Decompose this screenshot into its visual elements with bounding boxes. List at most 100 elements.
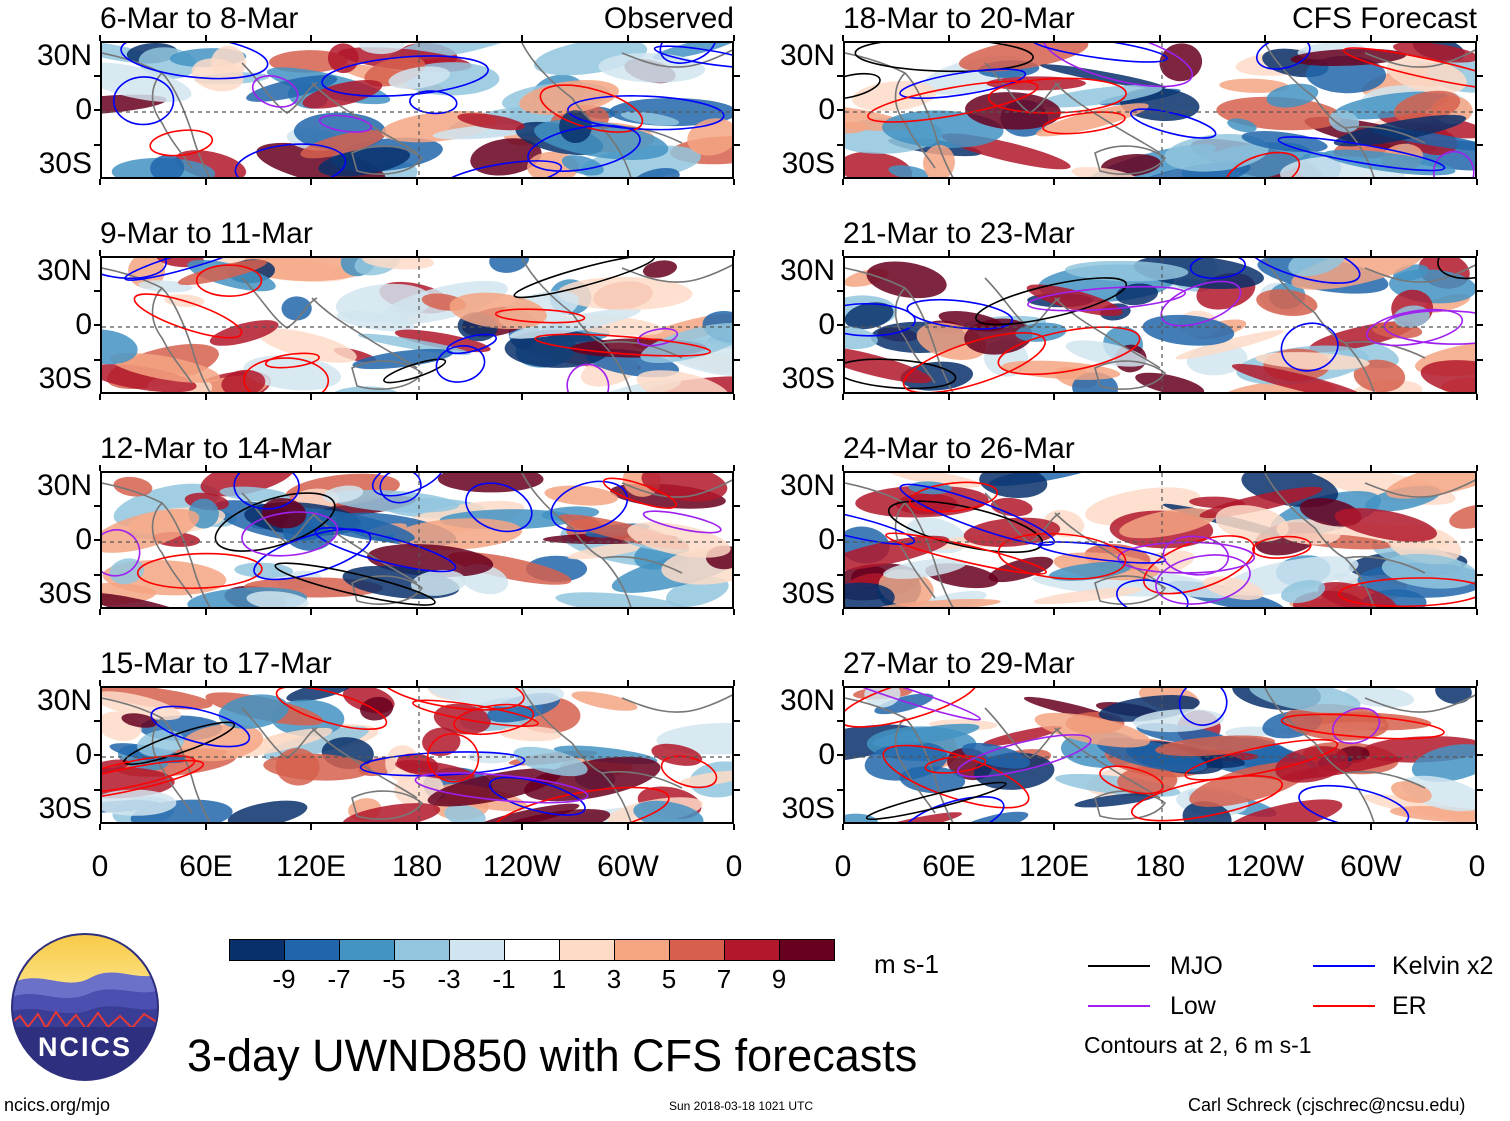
lon-tick xyxy=(1370,179,1372,185)
lat-tick xyxy=(837,504,843,507)
map-svg xyxy=(845,258,1475,392)
lon-label: 0 xyxy=(725,850,743,883)
colorbar-label: 7 xyxy=(716,964,732,994)
lat-tick xyxy=(94,539,100,541)
lat-label: 0 xyxy=(75,738,92,771)
lon-tick xyxy=(521,35,523,41)
lon-tick xyxy=(416,680,418,686)
url-label[interactable]: ncics.org/mjo xyxy=(4,1095,111,1115)
logo-text: NCICS xyxy=(37,1032,132,1062)
lon-tick xyxy=(627,179,629,185)
lon-tick xyxy=(948,465,950,471)
lat-tick xyxy=(734,74,740,77)
lon-tick xyxy=(1053,250,1055,256)
map-panel xyxy=(843,471,1477,609)
lat-tick xyxy=(837,324,843,326)
colorbar-swatch xyxy=(504,939,560,961)
map-svg xyxy=(102,258,732,392)
lon-tick xyxy=(310,35,312,41)
lat-tick xyxy=(734,754,740,756)
lon-tick xyxy=(1159,250,1161,256)
lon-tick xyxy=(521,609,523,615)
legend-label-er: ER xyxy=(1392,992,1427,1020)
lon-tick xyxy=(1370,465,1372,471)
lat-tick xyxy=(837,74,843,77)
lat-tick xyxy=(1477,74,1483,77)
lon-label: 60E xyxy=(179,850,233,883)
lon-tick xyxy=(627,680,629,686)
lon-label: 0 xyxy=(1468,850,1486,883)
colorbar-swatch xyxy=(559,939,615,961)
lat-tick xyxy=(1477,539,1483,541)
map-panel xyxy=(100,471,734,609)
lon-tick xyxy=(99,394,101,400)
lat-label: 30N xyxy=(36,254,92,287)
lon-tick xyxy=(521,824,523,830)
lat-label: 0 xyxy=(818,738,835,771)
lon-tick xyxy=(1264,179,1266,185)
lon-tick xyxy=(521,394,523,400)
lon-tick xyxy=(521,465,523,471)
lon-tick xyxy=(948,250,950,256)
lat-tick xyxy=(837,143,843,146)
colorbar-swatch xyxy=(779,939,835,961)
lon-tick xyxy=(1264,250,1266,256)
lat-label: 30N xyxy=(779,684,835,717)
lat-tick xyxy=(1477,719,1483,722)
lon-tick xyxy=(842,35,844,41)
lat-tick xyxy=(94,74,100,77)
lat-tick xyxy=(734,539,740,541)
lon-label: 120W xyxy=(482,850,562,883)
lon-tick xyxy=(1476,824,1478,830)
lon-tick xyxy=(1370,250,1372,256)
lon-tick xyxy=(1370,394,1372,400)
lat-label: 0 xyxy=(818,523,835,556)
lon-tick xyxy=(1053,394,1055,400)
ncics-logo: NCICS xyxy=(10,932,160,1082)
lat-label: 0 xyxy=(75,523,92,556)
lon-tick xyxy=(205,394,207,400)
panel-source-tag: Observed xyxy=(603,2,734,35)
lon-tick xyxy=(733,680,735,686)
lon-tick xyxy=(416,465,418,471)
lon-tick xyxy=(627,250,629,256)
lon-tick xyxy=(733,179,735,185)
lon-tick xyxy=(1264,609,1266,615)
lon-tick xyxy=(733,394,735,400)
colorbar-label: 5 xyxy=(661,964,677,994)
lon-label: 120E xyxy=(275,850,347,883)
lon-label: 0 xyxy=(91,850,109,883)
lon-tick xyxy=(1476,250,1478,256)
lon-tick xyxy=(1159,394,1161,400)
lon-tick xyxy=(521,250,523,256)
lon-tick xyxy=(1264,680,1266,686)
lon-tick xyxy=(627,465,629,471)
panel-period: 27-Mar to 29-Mar xyxy=(843,647,1075,680)
panel-period: 24-Mar to 26-Mar xyxy=(843,432,1075,465)
lat-label: 30S xyxy=(781,577,835,610)
lon-tick xyxy=(733,609,735,615)
lon-tick xyxy=(1370,680,1372,686)
colorbar-swatch xyxy=(449,939,505,961)
lat-label: 30S xyxy=(781,147,835,180)
lat-tick xyxy=(1477,358,1483,361)
lon-tick xyxy=(205,680,207,686)
lon-tick xyxy=(627,394,629,400)
lat-label: 30S xyxy=(38,792,92,825)
lat-tick xyxy=(837,754,843,756)
lon-tick xyxy=(99,609,101,615)
lon-tick xyxy=(733,465,735,471)
lon-tick xyxy=(310,465,312,471)
lat-tick xyxy=(94,719,100,722)
lon-tick xyxy=(1053,824,1055,830)
map-panel xyxy=(100,256,734,394)
lon-label: 60W xyxy=(1340,850,1402,883)
lon-tick xyxy=(521,680,523,686)
lon-tick xyxy=(842,250,844,256)
lon-tick xyxy=(1159,179,1161,185)
lon-tick xyxy=(310,250,312,256)
lat-tick xyxy=(94,289,100,292)
lon-tick xyxy=(99,465,101,471)
lat-tick xyxy=(837,573,843,576)
colorbar-units: m s-1 xyxy=(874,949,939,979)
